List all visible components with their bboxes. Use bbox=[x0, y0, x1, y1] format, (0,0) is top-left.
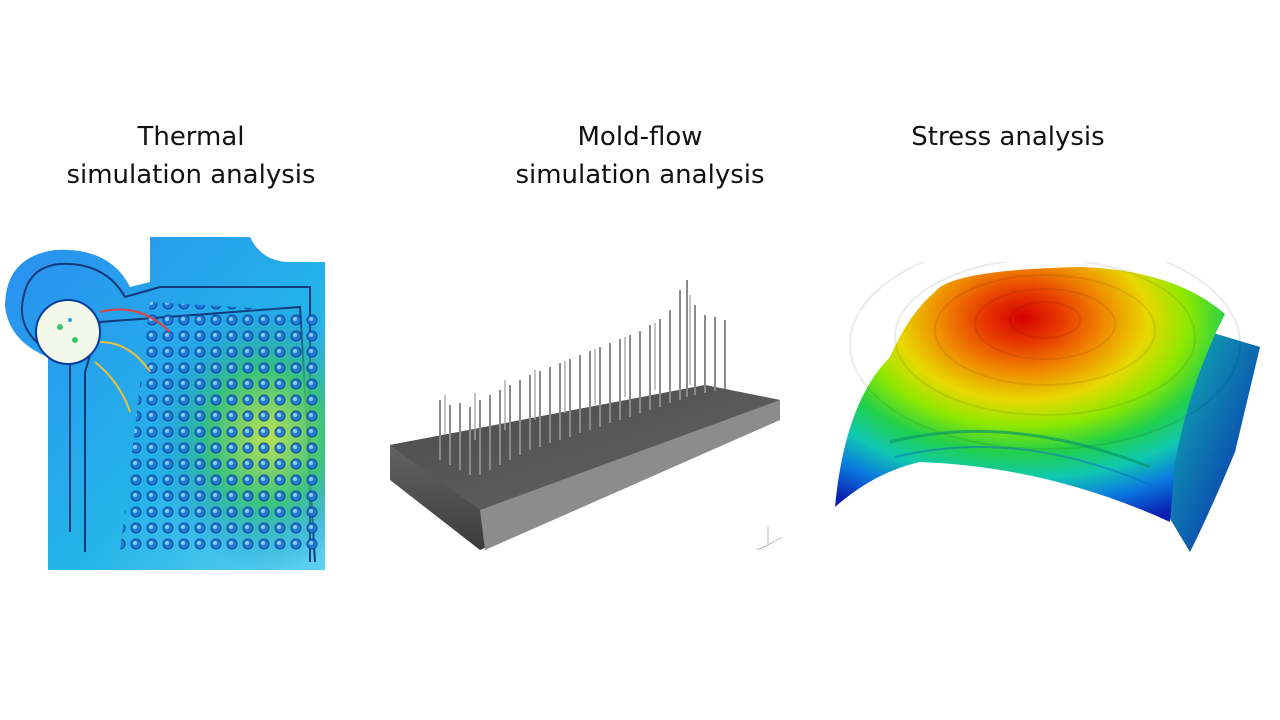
thermal-caption: Thermal simulation analysis bbox=[41, 118, 341, 194]
axis-triad-icon bbox=[756, 527, 783, 551]
stress-caption-line-1: Stress analysis bbox=[911, 122, 1105, 152]
stress-caption: Stress analysis bbox=[858, 118, 1158, 156]
moldflow-simulation-image bbox=[385, 275, 785, 565]
stress-analysis-image bbox=[830, 262, 1270, 557]
thermal-caption-line-2: simulation analysis bbox=[66, 160, 316, 190]
thermal-caption-line-1: Thermal bbox=[137, 122, 245, 152]
thermal-simulation-image bbox=[0, 232, 330, 572]
pin-fin-array bbox=[439, 280, 726, 475]
moldflow-caption: Mold-flow simulation analysis bbox=[490, 118, 790, 194]
moldflow-caption-line-1: Mold-flow bbox=[577, 122, 703, 152]
moldflow-caption-line-2: simulation analysis bbox=[515, 160, 765, 190]
